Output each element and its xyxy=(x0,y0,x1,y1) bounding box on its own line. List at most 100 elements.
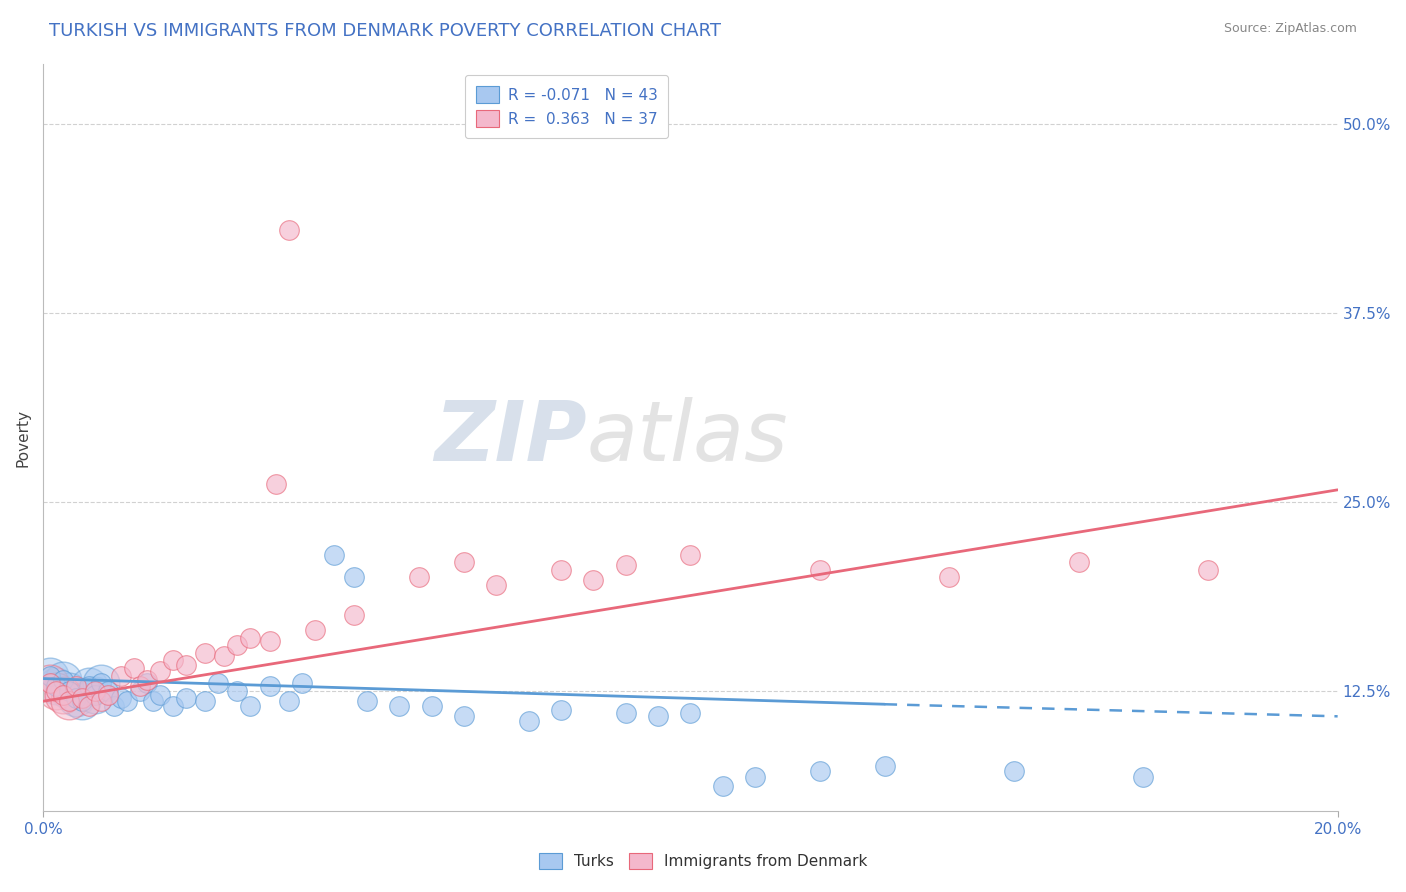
Legend: R = -0.071   N = 43, R =  0.363   N = 37: R = -0.071 N = 43, R = 0.363 N = 37 xyxy=(465,76,668,137)
Point xyxy=(517,714,540,728)
Point xyxy=(808,563,831,577)
Point xyxy=(259,679,281,693)
Point xyxy=(103,698,125,713)
Point xyxy=(323,548,346,562)
Point xyxy=(135,676,157,690)
Point xyxy=(77,698,100,713)
Point xyxy=(117,694,139,708)
Point xyxy=(65,691,87,706)
Point xyxy=(226,638,249,652)
Point xyxy=(938,570,960,584)
Point xyxy=(122,661,145,675)
Point xyxy=(52,688,75,702)
Point xyxy=(1132,770,1154,784)
Point xyxy=(162,698,184,713)
Point xyxy=(420,698,443,713)
Y-axis label: Poverty: Poverty xyxy=(15,409,30,467)
Point xyxy=(239,698,262,713)
Point xyxy=(278,223,301,237)
Point xyxy=(1002,764,1025,778)
Point xyxy=(550,563,572,577)
Point xyxy=(614,558,637,573)
Point xyxy=(90,676,112,690)
Point xyxy=(679,548,702,562)
Point xyxy=(149,688,172,702)
Point xyxy=(304,624,326,638)
Point xyxy=(129,683,152,698)
Point xyxy=(453,555,475,569)
Point xyxy=(278,694,301,708)
Point xyxy=(194,646,217,660)
Point xyxy=(388,698,411,713)
Point xyxy=(52,688,75,702)
Point xyxy=(162,653,184,667)
Point xyxy=(58,694,80,708)
Point xyxy=(239,631,262,645)
Point xyxy=(808,764,831,778)
Point xyxy=(485,578,508,592)
Point xyxy=(58,683,80,698)
Point xyxy=(174,658,197,673)
Point xyxy=(84,683,107,698)
Point xyxy=(97,688,120,702)
Point xyxy=(453,709,475,723)
Point xyxy=(226,683,249,698)
Point xyxy=(65,691,87,706)
Point xyxy=(174,691,197,706)
Point xyxy=(744,770,766,784)
Text: ZIP: ZIP xyxy=(434,397,586,478)
Point xyxy=(110,668,132,682)
Point xyxy=(65,679,87,693)
Point xyxy=(679,706,702,721)
Point xyxy=(84,688,107,702)
Point xyxy=(77,679,100,693)
Point xyxy=(291,676,314,690)
Point xyxy=(97,683,120,698)
Point xyxy=(408,570,430,584)
Point xyxy=(45,679,67,693)
Point xyxy=(70,691,93,706)
Point xyxy=(142,694,165,708)
Point xyxy=(711,779,734,793)
Point xyxy=(84,688,107,702)
Point xyxy=(58,683,80,698)
Point xyxy=(45,683,67,698)
Point xyxy=(70,694,93,708)
Point xyxy=(873,759,896,773)
Point xyxy=(45,683,67,698)
Point xyxy=(343,570,366,584)
Point xyxy=(52,673,75,687)
Point xyxy=(1197,563,1219,577)
Point xyxy=(582,574,605,588)
Point xyxy=(149,664,172,678)
Point xyxy=(207,676,229,690)
Point xyxy=(38,668,60,682)
Point xyxy=(129,679,152,693)
Point xyxy=(70,694,93,708)
Point xyxy=(52,673,75,687)
Point xyxy=(264,476,287,491)
Point xyxy=(259,633,281,648)
Point xyxy=(38,676,60,690)
Point xyxy=(647,709,669,723)
Point xyxy=(77,679,100,693)
Point xyxy=(110,691,132,706)
Point xyxy=(343,608,366,623)
Text: atlas: atlas xyxy=(586,397,789,478)
Text: TURKISH VS IMMIGRANTS FROM DENMARK POVERTY CORRELATION CHART: TURKISH VS IMMIGRANTS FROM DENMARK POVER… xyxy=(49,22,721,40)
Point xyxy=(214,648,236,663)
Point xyxy=(550,703,572,717)
Point xyxy=(194,694,217,708)
Point xyxy=(614,706,637,721)
Point xyxy=(90,676,112,690)
Legend: Turks, Immigrants from Denmark: Turks, Immigrants from Denmark xyxy=(533,847,873,875)
Point xyxy=(1067,555,1090,569)
Point xyxy=(90,694,112,708)
Point xyxy=(45,679,67,693)
Point xyxy=(58,694,80,708)
Point xyxy=(38,676,60,690)
Point xyxy=(38,668,60,682)
Point xyxy=(356,694,378,708)
Point xyxy=(135,673,157,687)
Text: Source: ZipAtlas.com: Source: ZipAtlas.com xyxy=(1223,22,1357,36)
